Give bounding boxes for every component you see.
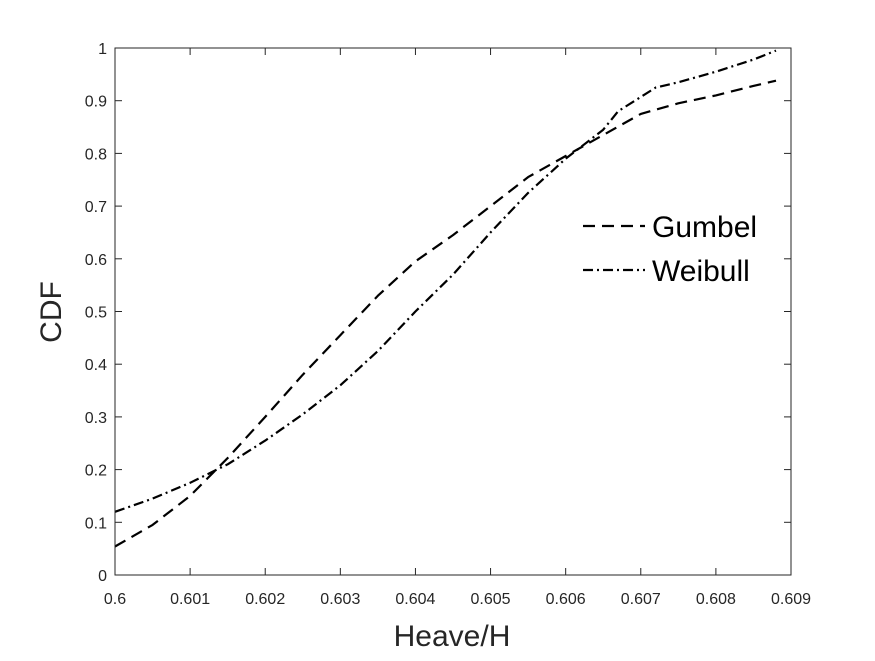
x-tick-label: 0.608 [696,591,736,608]
x-tick-label: 0.605 [471,591,511,608]
series-line-gumbel [114,79,777,548]
legend: Gumbel Weibull [583,211,757,288]
y-tick-label: 0.3 [85,410,107,427]
x-tick-label: 0.6 [104,591,126,608]
x-axis-label: Heave/H [394,620,511,653]
y-tick-label: 0.7 [85,199,107,216]
y-tick-label: 0.5 [85,305,107,322]
legend-label-gumbel: Gumbel [652,211,757,244]
series-line-weibull [114,49,777,513]
x-tick-label: 0.609 [771,591,811,608]
y-tick-label: 0.9 [85,94,107,111]
series-layer [114,49,777,548]
x-tick-label: 0.607 [621,591,661,608]
ticks-layer: 0.6 0.601 0.602 0.603 0.604 0.605 0.606 0.607 0.… [85,41,811,608]
y-axis-label: CDF [35,281,68,343]
y-tick-label: 0.8 [85,146,107,163]
y-tick-label: 0.2 [85,463,107,480]
x-tick-label: 0.604 [395,591,435,608]
x-tick-label: 0.603 [320,591,360,608]
x-tick-label: 0.602 [245,591,285,608]
y-tick-label: 0.6 [85,252,107,269]
y-tick-label: 0 [98,568,107,585]
x-tick-label: 0.606 [546,591,586,608]
x-tick-label: 0.601 [170,591,210,608]
legend-label-weibull: Weibull [652,255,750,288]
y-tick-label: 1 [98,41,107,58]
y-tick-label: 0.4 [85,357,107,374]
y-tick-label: 0.1 [85,515,107,532]
